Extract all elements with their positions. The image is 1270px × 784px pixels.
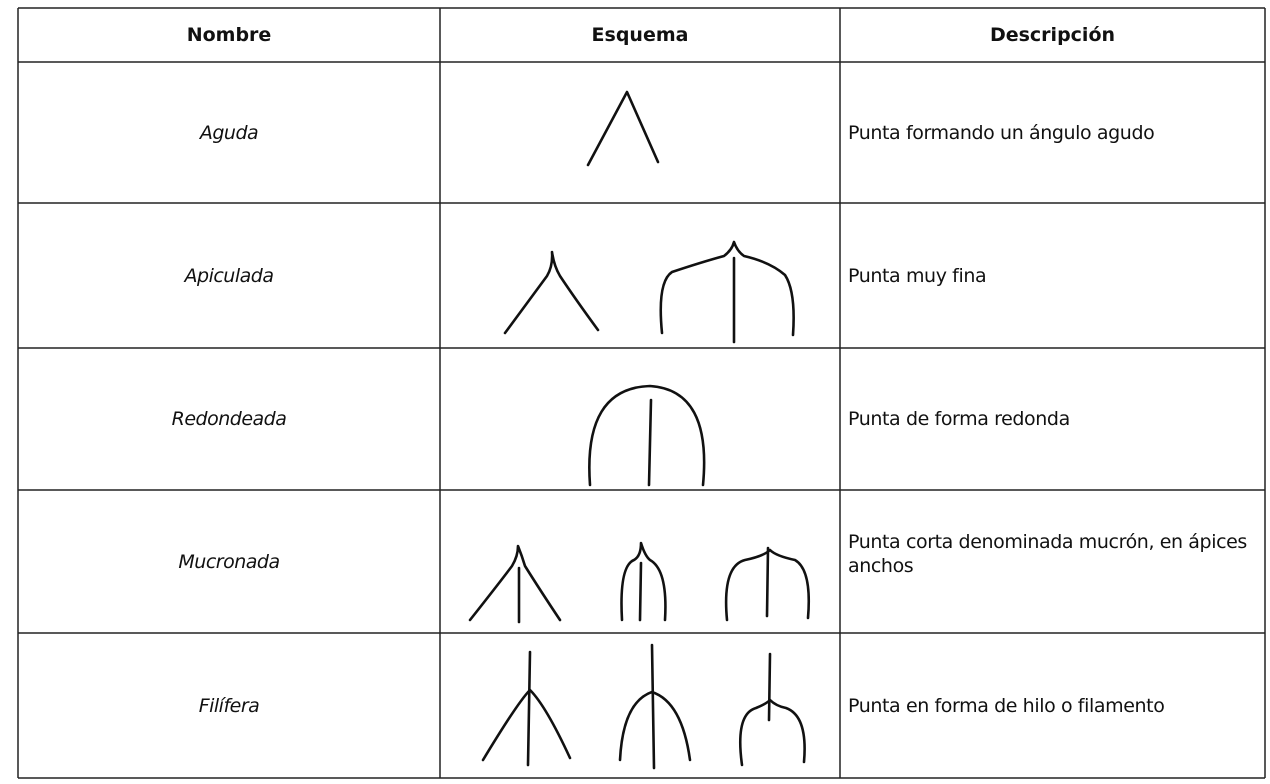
sketches [468, 90, 811, 770]
sketch-redondeada [588, 384, 706, 487]
sketch-filifera [767, 652, 772, 722]
sketch-mucronada [724, 548, 811, 622]
table-grid [17, 7, 1266, 779]
header-cell: Descripción [989, 24, 1116, 46]
sketch-mucronada [765, 546, 770, 618]
name-cell: Apiculada [184, 264, 274, 287]
description-cell: Punta muy fina [848, 264, 987, 287]
sketch-mucronada [468, 544, 562, 622]
sketch-apiculada [503, 250, 600, 335]
sketch-mucronada [638, 561, 643, 622]
description-cell: Punta en forma de hilo o filamento [848, 694, 1165, 717]
sketch-apiculada [659, 240, 795, 337]
sketch-redondeada [647, 398, 653, 487]
sketch-filifera [481, 688, 572, 762]
name-cell: Aguda [199, 121, 259, 144]
name-cell: Filífera [198, 694, 260, 717]
name-cell: Mucronada [178, 550, 280, 573]
header-cell: Esquema [591, 24, 689, 46]
sketch-filifera [526, 650, 532, 767]
sketch-filifera [650, 643, 656, 770]
sketch-aguda [586, 90, 660, 167]
description-cell: Punta corta denominada mucrón, en ápices… [848, 531, 1247, 577]
description-cell: Punta de forma redonda [848, 408, 1070, 430]
description-cell: Punta formando un ángulo agudo [848, 121, 1155, 144]
name-cell: Redondeada [171, 408, 287, 430]
header-cell: Nombre [186, 24, 272, 46]
sketch-filifera [738, 698, 806, 767]
sketch-mucronada [620, 541, 667, 622]
